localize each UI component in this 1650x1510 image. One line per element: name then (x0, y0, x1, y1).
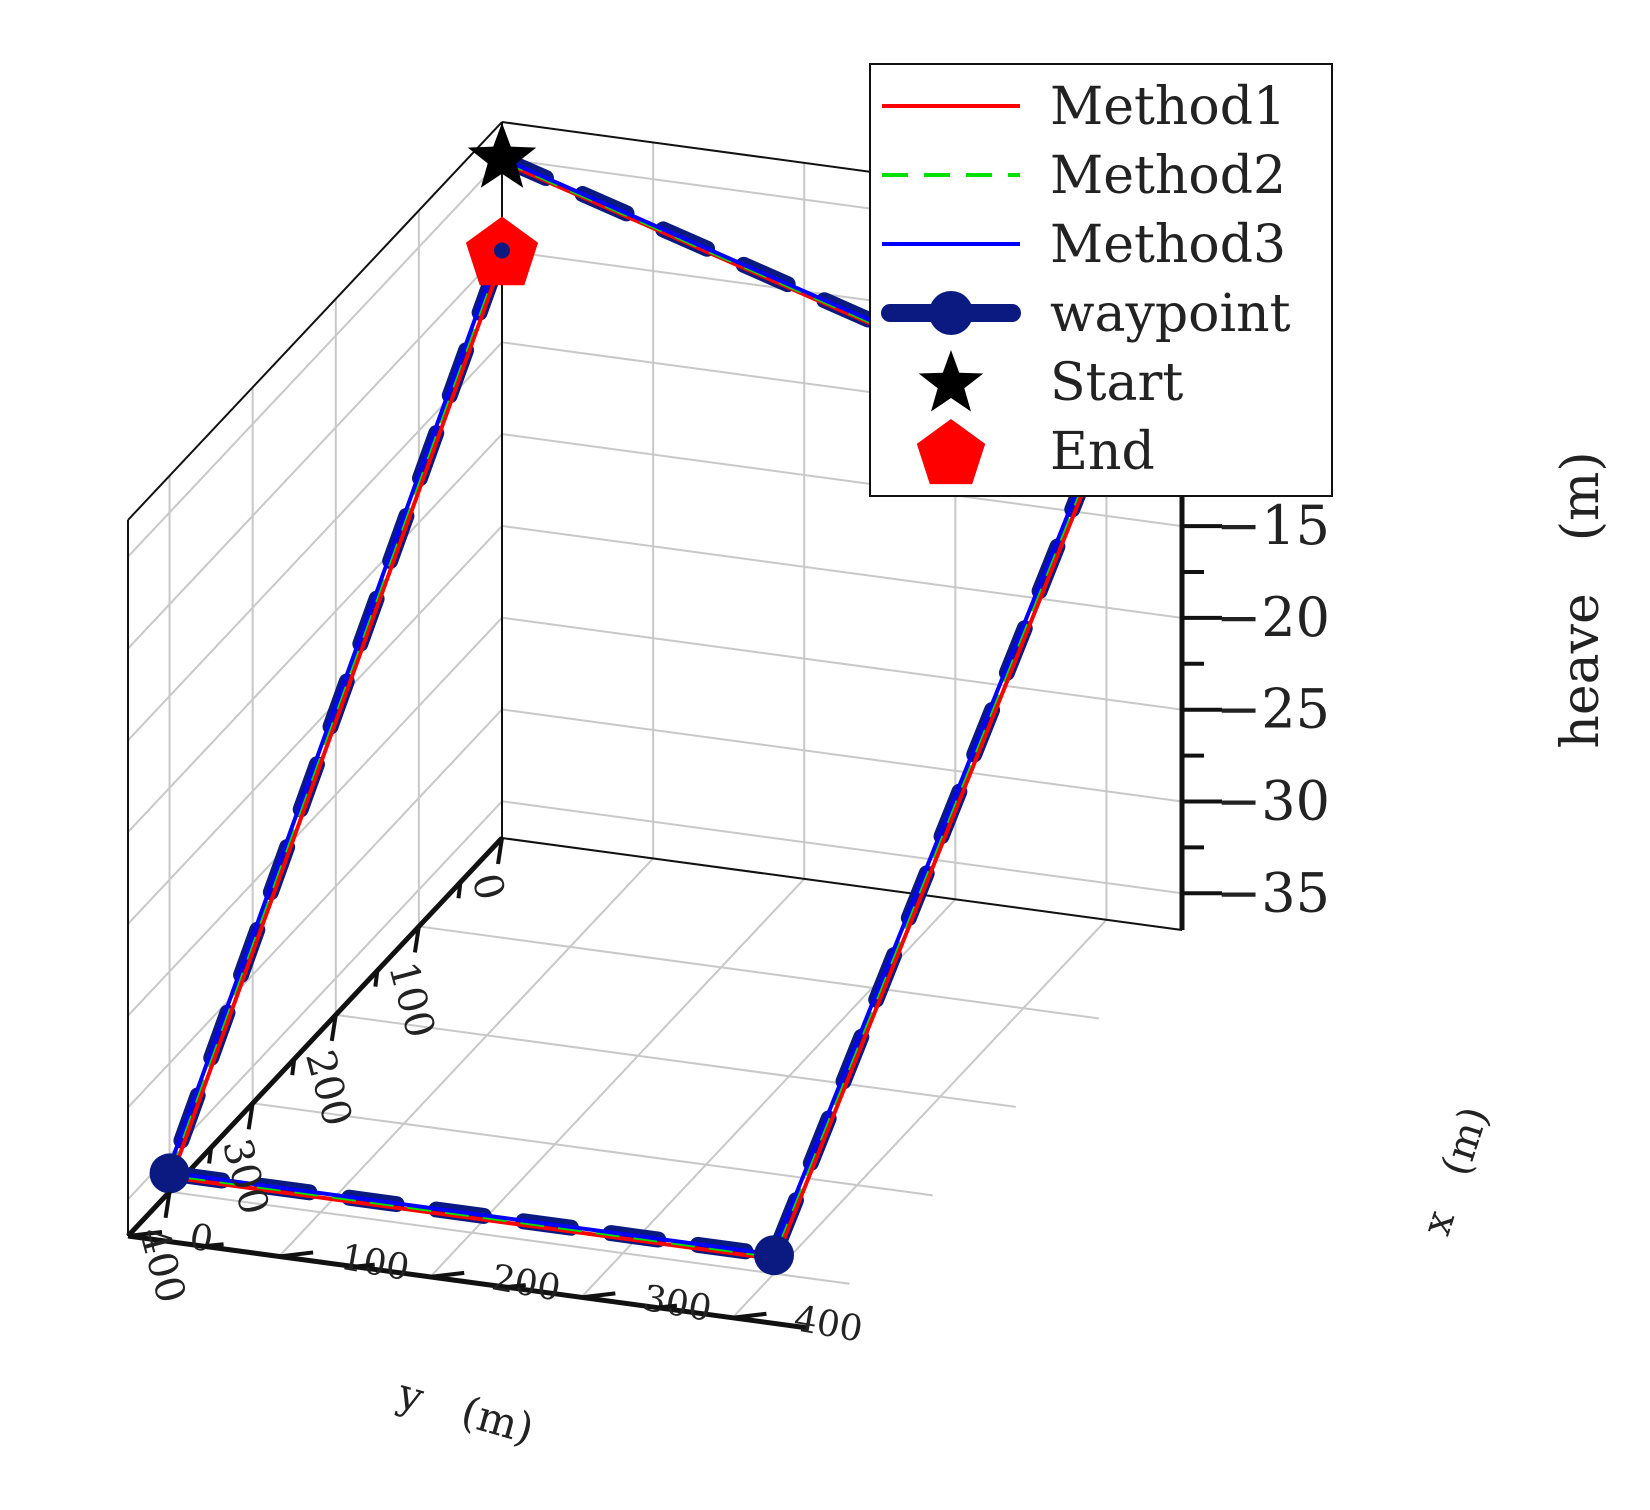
y-tick-mark (246, 1103, 255, 1130)
legend-label-method2: Method2 (1050, 146, 1286, 206)
legend-label-waypoint: waypoint (1050, 284, 1291, 344)
x-tick-mark (127, 1230, 163, 1238)
grid-line-back-z (501, 800, 1183, 895)
y-tick-label: 200 (296, 1046, 360, 1132)
waypoint-marker (754, 1235, 794, 1276)
grid-line-side-z (127, 525, 503, 925)
legend-symbol-start (918, 350, 984, 412)
x-minor-tick (505, 1283, 526, 1290)
grid-line-floor-y (169, 1190, 850, 1285)
legend-symbol-end (916, 419, 986, 485)
y-tick-label: 400 (130, 1222, 194, 1308)
legend-label-method1: Method1 (1050, 77, 1286, 137)
grid-line-floor-x (731, 919, 1108, 1319)
legend-label-start: Start (1050, 353, 1183, 413)
y-minor-tick (456, 881, 463, 899)
x-tick-mark (732, 1311, 767, 1320)
frame-edge-side-top (127, 121, 503, 521)
y-minor-tick (207, 1147, 214, 1164)
y-tick-mark (496, 837, 504, 865)
y-tick-label: 300 (213, 1134, 277, 1220)
end-waypoint-dot (494, 242, 510, 259)
y-minor-tick (373, 970, 380, 987)
grid-line-side-z (127, 708, 503, 1109)
x-minor-tick (656, 1303, 678, 1310)
grid-line-side-z (127, 617, 503, 1017)
x-tick-mark (278, 1250, 314, 1259)
x-tick-mark (581, 1291, 616, 1300)
grid-line-floor-y (418, 925, 1100, 1020)
z-tick-label: −25 (1216, 678, 1330, 741)
y-tick-mark (163, 1191, 172, 1219)
grid-line-side-z (127, 249, 503, 650)
legend: Method1 Method2 Method3 waypoint Start End (869, 63, 1333, 497)
grid-line-floor-x (429, 878, 805, 1278)
x-minor-tick (354, 1262, 375, 1269)
grid-line-floor-x (278, 857, 654, 1258)
frame-edge-back-bottom (501, 837, 1183, 931)
x-tick-label: 200 (489, 1257, 564, 1309)
x-axis-line (127, 1233, 809, 1331)
legend-label-end: End (1050, 422, 1155, 482)
y-axis-label: y (m) (392, 1368, 539, 1454)
grid-line-back-z (501, 616, 1183, 711)
z-tick-label: −30 (1216, 769, 1330, 832)
x-tick-label: 300 (640, 1278, 715, 1330)
x-tick-mark (429, 1270, 465, 1279)
x-axis-label: x (m) (1413, 1101, 1497, 1240)
z-tick-label: −35 (1216, 861, 1330, 924)
z-tick-label: −20 (1216, 586, 1330, 649)
grid-line-side-z (127, 341, 503, 741)
grid-line-back-z (501, 708, 1183, 803)
legend-label-method3: Method3 (1050, 215, 1286, 275)
grid-line-floor-y (252, 1102, 933, 1197)
y-minor-tick (290, 1058, 297, 1076)
grid-line-floor-y (335, 1013, 1016, 1108)
z-axis-label: heave (m) (1551, 451, 1611, 748)
x-tick-label: 0 (186, 1216, 216, 1260)
legend-symbol-waypoint (881, 291, 1021, 335)
z-tick-label: −15 (1216, 494, 1330, 557)
waypoint-marker (149, 1153, 190, 1194)
grid-line-side-z (127, 433, 503, 833)
start-marker (467, 122, 537, 188)
y-tick-mark (412, 926, 421, 953)
y-tick-mark (329, 1014, 338, 1042)
x-tick-label: 100 (338, 1237, 413, 1289)
y-tick-label: 100 (379, 957, 443, 1043)
x-tick-label: 400 (791, 1298, 866, 1350)
grid-line-side-z (127, 158, 503, 558)
x-minor-tick (203, 1242, 224, 1249)
grid-line-back-z (501, 524, 1183, 619)
